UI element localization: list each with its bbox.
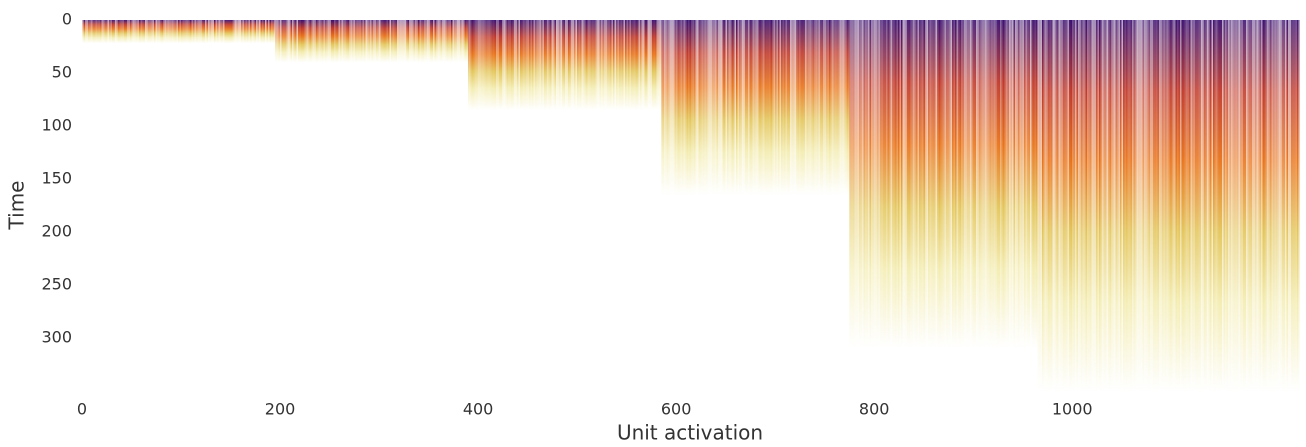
y-tick-label: 0: [62, 10, 72, 29]
heat-block: [1037, 20, 1300, 392]
x-axis-title: Unit activation: [617, 421, 763, 445]
x-tick-label: 1000: [1052, 400, 1093, 419]
y-axis-title: Time: [5, 181, 29, 231]
x-tick-label: 400: [463, 400, 494, 419]
heat-block: [849, 20, 1038, 349]
heat-block: [468, 20, 662, 111]
y-tick-label: 300: [41, 327, 72, 346]
x-tick-label: 800: [859, 400, 890, 419]
y-tick-label: 100: [41, 115, 72, 134]
y-tick-label: 250: [41, 274, 72, 293]
x-tick-label: 0: [77, 400, 87, 419]
heat-block: [82, 20, 276, 44]
y-tick-label: 200: [41, 221, 72, 240]
heat-block: [661, 20, 850, 195]
y-tick-label: 150: [41, 168, 72, 187]
heatmap: [82, 20, 1300, 392]
heat-block: [275, 20, 469, 63]
x-tick-label: 600: [661, 400, 692, 419]
x-tick-label: 200: [265, 400, 296, 419]
y-tick-label: 50: [52, 62, 72, 81]
